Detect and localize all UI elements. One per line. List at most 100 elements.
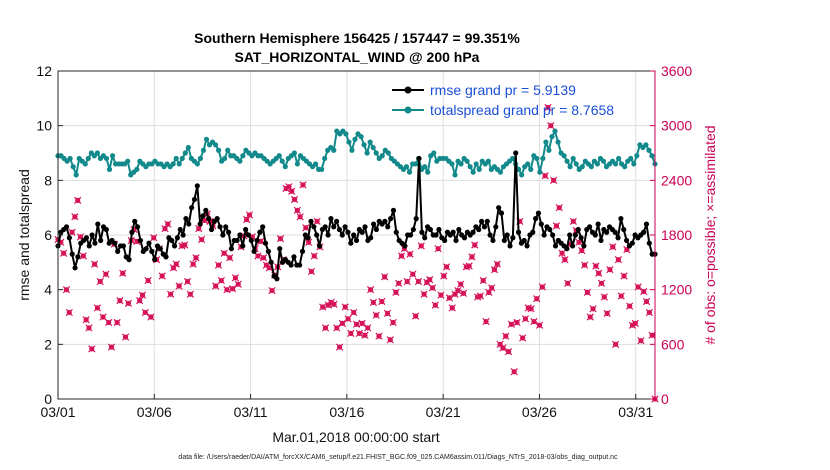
- y-tick-label-right: 1200: [661, 282, 692, 298]
- series-point: [646, 147, 652, 153]
- series-point: [177, 226, 183, 233]
- obs-marker: [290, 195, 299, 204]
- series-point: [473, 161, 479, 167]
- obs-marker: [366, 286, 375, 294]
- obs-marker: [119, 269, 127, 277]
- series-point: [299, 248, 306, 254]
- series-point: [524, 243, 530, 249]
- obs-marker: [96, 277, 104, 286]
- series-point: [311, 224, 317, 230]
- obs-marker: [192, 254, 200, 262]
- obs-marker: [530, 317, 538, 326]
- obs-marker: [68, 228, 76, 236]
- series-point: [546, 147, 552, 153]
- series-point: [120, 243, 126, 249]
- obs-marker: [552, 222, 561, 230]
- obs-marker: [183, 277, 192, 286]
- series-point: [598, 237, 604, 244]
- series-point: [555, 139, 561, 145]
- series-point: [534, 155, 540, 162]
- series-point: [129, 229, 135, 235]
- obs-marker: [468, 253, 476, 261]
- series-point: [345, 229, 351, 235]
- obs-marker: [158, 272, 166, 280]
- obs-marker: [395, 279, 403, 287]
- series-point: [342, 224, 348, 230]
- obs-marker: [268, 286, 276, 295]
- series-point: [112, 240, 118, 246]
- obs-marker: [445, 294, 454, 302]
- series-point: [364, 150, 370, 156]
- obs-marker: [321, 324, 330, 332]
- obs-marker: [431, 301, 439, 309]
- series-point: [223, 224, 229, 230]
- obs-marker: [406, 250, 414, 258]
- series-point: [497, 169, 504, 175]
- series-point: [622, 164, 628, 170]
- obs-marker: [93, 304, 102, 312]
- obs-marker: [105, 318, 113, 327]
- series-point: [69, 251, 75, 257]
- obs-marker: [538, 283, 546, 291]
- x-tick-label: 03/06: [137, 404, 172, 420]
- series-point: [212, 142, 219, 148]
- obs-marker: [507, 320, 516, 328]
- series-point: [314, 232, 320, 238]
- series-point: [450, 229, 456, 235]
- series-point: [346, 139, 352, 145]
- series-point: [85, 155, 91, 162]
- obs-marker: [493, 260, 501, 268]
- obs-marker: [212, 282, 220, 290]
- series-point: [541, 232, 547, 238]
- series-point: [538, 221, 544, 227]
- obs-marker: [99, 313, 107, 321]
- series-point: [484, 218, 490, 224]
- y-tick-label-right: 600: [661, 336, 685, 352]
- obs-marker: [465, 262, 473, 270]
- series-point: [217, 224, 223, 230]
- series-point: [564, 246, 570, 252]
- series-point: [416, 155, 422, 162]
- legend: rmse grand pr = 5.9139 totalspread grand…: [392, 82, 614, 118]
- obs-marker: [513, 318, 521, 327]
- series-point: [132, 218, 138, 224]
- series-point: [422, 235, 428, 241]
- obs-marker: [234, 280, 242, 288]
- obs-marker: [609, 243, 617, 251]
- series-point: [612, 229, 618, 235]
- series-point: [367, 139, 373, 145]
- series-point: [618, 216, 624, 222]
- series-point: [361, 142, 367, 148]
- series-point: [649, 153, 655, 159]
- series-point: [194, 183, 200, 189]
- y-tick-label-left: 6: [44, 227, 52, 243]
- series-point: [308, 218, 314, 224]
- obs-marker: [564, 279, 572, 287]
- series-point: [406, 169, 413, 175]
- series-point: [170, 161, 176, 167]
- series-point: [453, 237, 459, 244]
- x-tick-label: 03/11: [234, 404, 268, 420]
- ticks: 03/01 03/06 03/11 03/16 03/21 03/26 03/31 0 2 4 6 8…: [36, 63, 692, 420]
- obs-marker: [259, 254, 268, 262]
- series-point: [336, 226, 343, 233]
- series-layer: [55, 128, 658, 282]
- obs-marker: [288, 187, 296, 195]
- series-point: [115, 248, 121, 254]
- obs-marker: [378, 297, 386, 306]
- series-point: [67, 155, 73, 162]
- series-point: [245, 232, 252, 238]
- series-point: [521, 237, 527, 244]
- series-point: [373, 226, 379, 233]
- series-point: [343, 131, 349, 137]
- obs-marker: [313, 217, 321, 225]
- series-point: [476, 166, 482, 172]
- series-point: [214, 216, 220, 222]
- series-point: [98, 237, 104, 244]
- obs-marker: [310, 252, 318, 260]
- obs-marker: [276, 235, 285, 243]
- series-point: [203, 207, 209, 213]
- chart-title-line2: SAT_HORIZONTAL_WIND @ 200 hPa: [235, 49, 480, 65]
- obs-marker: [307, 267, 316, 276]
- obs-marker: [440, 272, 448, 280]
